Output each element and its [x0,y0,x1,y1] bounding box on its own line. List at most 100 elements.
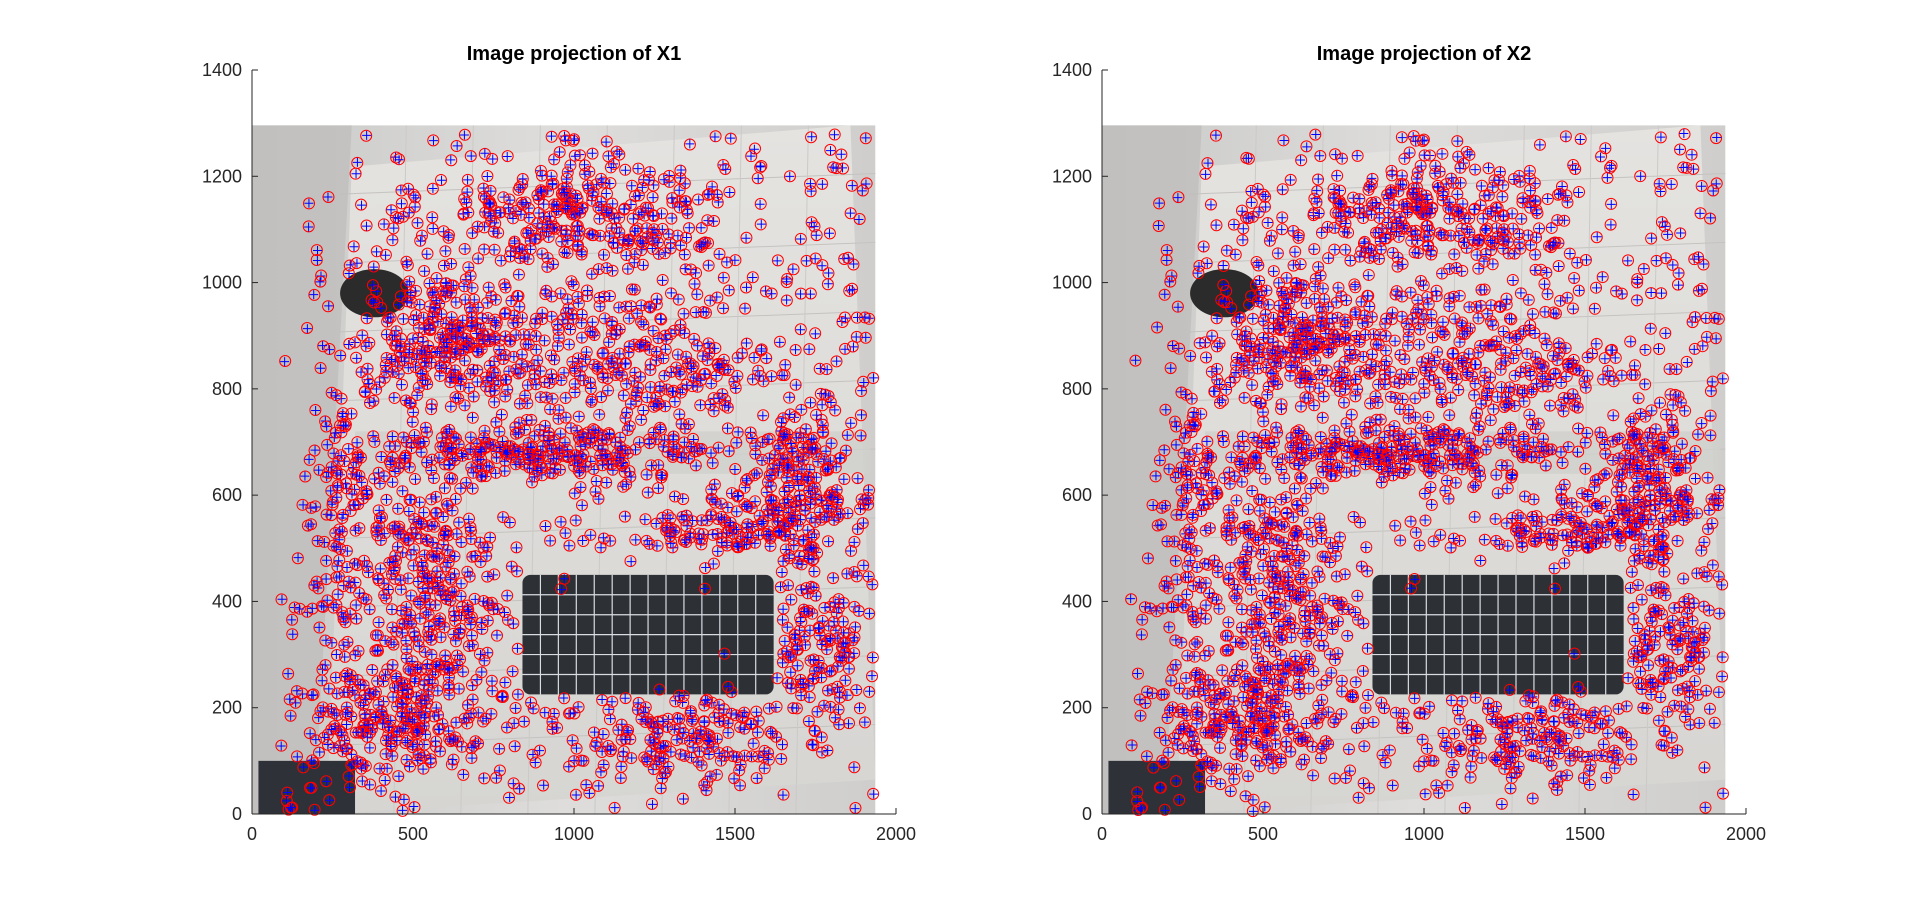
point-circle [388,391,401,404]
point-circle [644,301,657,314]
point-plus [420,357,430,367]
point-plus [486,200,496,210]
stone-seam [339,241,876,264]
point-plus [369,298,379,308]
point-circle [635,244,648,257]
point-plus [628,214,638,224]
point-circle [535,185,548,198]
point-plus [703,260,713,270]
point-plus [369,262,379,272]
point-plus [372,247,382,257]
point-plus [542,219,552,229]
point-plus [412,390,422,400]
point-circle [323,343,336,356]
point-plus [587,230,597,240]
point-plus [398,314,408,324]
point-circle [642,202,655,215]
point-circle [478,243,491,256]
point-plus [544,232,554,242]
point-plus [695,400,705,410]
point-circle [559,228,572,241]
point-circle [707,405,720,418]
point-plus [521,198,531,208]
point-plus [572,221,582,231]
point-circle [356,329,369,342]
point-plus [484,282,494,292]
point-circle [629,247,642,260]
point-plus [602,477,612,487]
point-circle [624,198,637,211]
point-circle [410,284,423,297]
point-plus [661,334,671,344]
point-circle [483,197,496,210]
point-plus [446,401,456,411]
point-plus [495,208,505,218]
point-circle [534,164,547,177]
point-circle [699,367,712,380]
point-plus [473,221,483,231]
point-circle [568,386,581,399]
point-plus [585,326,595,336]
point-circle [647,209,660,222]
point-circle [647,223,660,236]
point-plus [707,182,717,192]
point-circle [503,193,516,206]
point-plus [447,312,457,322]
point-circle [367,260,380,273]
point-plus [598,178,608,188]
point-circle [642,173,655,186]
point-circle [405,296,418,309]
point-plus [560,204,570,214]
point-plus [596,174,606,184]
point-circle [455,373,468,386]
point-circle [516,172,529,185]
point-plus [563,167,573,177]
point-circle [466,411,479,424]
point-circle [597,176,610,189]
point-circle [488,396,501,409]
point-plus [421,361,431,371]
point-circle [558,186,571,199]
point-plus [608,237,618,247]
point-circle [450,296,463,309]
point-circle [562,302,575,315]
point-circle [472,318,485,331]
point-circle [395,197,408,210]
point-plus [410,362,420,372]
scatter-panel-x1: Image projection of X1 0 500 1000 1500 2000 … [202,43,916,844]
point-circle [850,311,863,324]
point-plus [550,355,560,365]
point-plus [635,236,645,246]
point-plus [556,289,566,299]
point-plus [379,373,389,383]
point-plus [552,207,562,217]
point-circle [381,315,394,328]
point-plus [713,197,723,207]
point-plus [637,182,647,192]
point-plus [376,303,386,313]
point-plus [602,207,612,217]
point-circle [587,186,600,199]
point-plus [410,202,420,212]
point-circle [360,219,373,232]
point-circle [588,329,601,342]
point-plus [493,228,503,238]
point-circle [396,378,409,391]
point-plus [654,249,664,259]
point-plus [363,375,373,385]
point-plus [605,178,615,188]
point-plus [403,363,413,373]
point-circle [635,315,648,328]
point-circle [557,366,570,379]
point-circle [437,259,450,272]
point-plus [637,207,647,217]
point-plus [460,244,470,254]
point-circle [530,232,543,245]
point-circle [392,298,405,311]
photo-side-wall [252,125,352,815]
point-circle [448,345,461,358]
point-plus [563,236,573,246]
point-circle [655,313,668,326]
point-circle [365,294,378,307]
point-plus [598,250,608,260]
